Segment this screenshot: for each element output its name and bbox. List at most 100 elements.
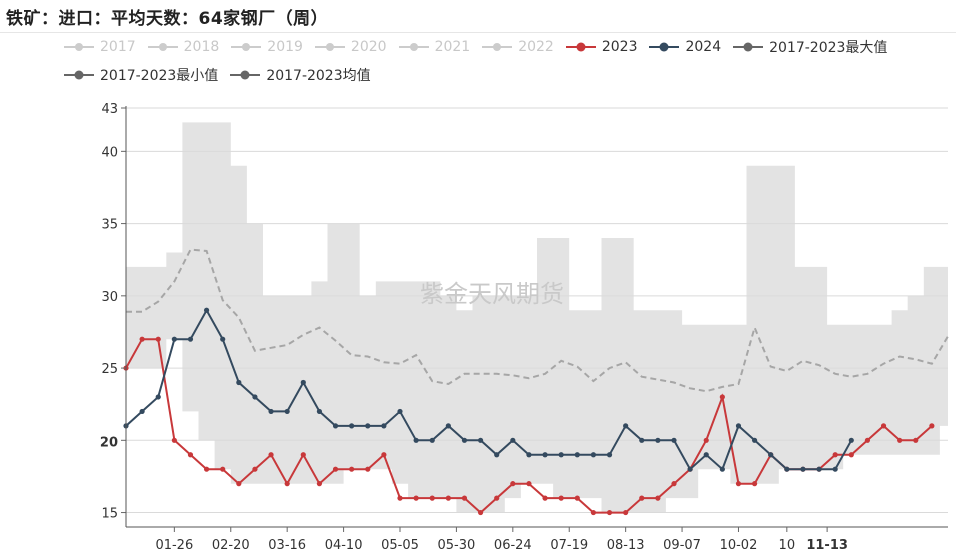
- series-2024-point[interactable]: [671, 437, 677, 443]
- series-2024-point[interactable]: [349, 423, 355, 429]
- legend-item-2021[interactable]: 2021: [398, 37, 470, 57]
- series-2024-point[interactable]: [171, 336, 177, 342]
- series-2023-point[interactable]: [897, 437, 903, 443]
- series-2024-point[interactable]: [220, 336, 226, 342]
- legend-item-2024[interactable]: 2024: [649, 37, 721, 57]
- series-2024-point[interactable]: [510, 437, 516, 443]
- series-2023-point[interactable]: [316, 481, 323, 487]
- series-2023-point[interactable]: [751, 481, 758, 487]
- series-2023-point[interactable]: [187, 452, 194, 458]
- series-2024-point[interactable]: [461, 437, 468, 443]
- series-2024-point[interactable]: [832, 466, 838, 472]
- series-2024-point[interactable]: [784, 466, 790, 472]
- series-2023-point[interactable]: [236, 481, 242, 487]
- series-2024-point[interactable]: [413, 437, 419, 443]
- series-2023-point[interactable]: [268, 452, 274, 458]
- series-2023-point[interactable]: [929, 423, 935, 429]
- series-2023-point[interactable]: [171, 437, 177, 443]
- series-2024-point[interactable]: [477, 437, 484, 443]
- series-2024-point[interactable]: [381, 423, 387, 429]
- series-2023-point[interactable]: [365, 466, 371, 472]
- series-2023-point[interactable]: [203, 466, 210, 472]
- series-2023-point[interactable]: [429, 495, 435, 501]
- series-2024-point[interactable]: [268, 408, 274, 415]
- series-2024-point[interactable]: [655, 437, 661, 443]
- series-2024-point[interactable]: [623, 423, 629, 429]
- series-2024-point[interactable]: [639, 437, 645, 443]
- series-2024-point[interactable]: [187, 336, 194, 342]
- legend-item-2018[interactable]: 2018: [147, 37, 219, 57]
- series-2023-point[interactable]: [155, 336, 161, 342]
- series-2023-point[interactable]: [510, 481, 516, 487]
- series-2024-point[interactable]: [316, 408, 323, 415]
- series-2023-point[interactable]: [864, 437, 871, 443]
- series-2023-point[interactable]: [671, 481, 677, 487]
- series-2024-point[interactable]: [526, 452, 532, 458]
- series-2023-point[interactable]: [252, 466, 258, 472]
- series-2023-point[interactable]: [558, 495, 564, 501]
- series-2024-point[interactable]: [590, 452, 597, 458]
- series-2024-point[interactable]: [429, 437, 435, 443]
- series-2023-point[interactable]: [832, 452, 838, 458]
- series-2024-point[interactable]: [687, 466, 693, 472]
- series-2023-point[interactable]: [300, 452, 306, 458]
- series-2024-point[interactable]: [365, 423, 371, 429]
- series-2023-point[interactable]: [477, 509, 484, 516]
- legend-item-min[interactable]: 2017-2023最小值: [64, 65, 218, 85]
- series-2023-point[interactable]: [445, 495, 451, 501]
- series-2024-point[interactable]: [445, 423, 451, 429]
- series-2024-point[interactable]: [139, 408, 145, 415]
- series-2023-point[interactable]: [703, 437, 709, 443]
- series-2023-point[interactable]: [461, 495, 468, 501]
- series-2023-point[interactable]: [413, 495, 419, 501]
- series-2023-point[interactable]: [574, 495, 580, 501]
- series-2024-point[interactable]: [816, 466, 822, 472]
- series-2024-point[interactable]: [203, 307, 210, 313]
- series-2024-point[interactable]: [719, 466, 725, 472]
- series-2023-point[interactable]: [397, 495, 403, 501]
- series-2023-point[interactable]: [735, 481, 742, 487]
- series-2023-point[interactable]: [220, 466, 226, 472]
- legend-item-2022[interactable]: 2022: [482, 37, 554, 57]
- series-2024-point[interactable]: [558, 452, 564, 458]
- series-2023-point[interactable]: [639, 495, 645, 501]
- series-2023-point[interactable]: [381, 452, 387, 458]
- series-2024-point[interactable]: [155, 394, 161, 400]
- series-2023-point[interactable]: [590, 509, 597, 516]
- series-2023-point[interactable]: [719, 394, 725, 400]
- series-2024-point[interactable]: [703, 452, 709, 458]
- legend-item-max[interactable]: 2017-2023最大值: [733, 37, 887, 57]
- series-2024-point[interactable]: [332, 423, 339, 429]
- series-2024-point[interactable]: [542, 452, 548, 458]
- series-2024-point[interactable]: [494, 452, 500, 458]
- series-2023-point[interactable]: [542, 495, 548, 501]
- series-2024-point[interactable]: [284, 408, 290, 415]
- series-2023-point[interactable]: [332, 466, 339, 472]
- series-2023-point[interactable]: [349, 466, 355, 472]
- series-2023-point[interactable]: [655, 495, 661, 501]
- series-2024-point[interactable]: [735, 423, 742, 429]
- series-2023-point[interactable]: [526, 481, 532, 487]
- series-2023-point[interactable]: [913, 437, 919, 443]
- legend-item-2017[interactable]: 2017: [64, 37, 136, 57]
- series-2024-point[interactable]: [236, 379, 242, 386]
- series-2024-point[interactable]: [574, 452, 580, 458]
- legend-item-2023[interactable]: 2023: [565, 37, 637, 57]
- series-2024-point[interactable]: [397, 408, 403, 415]
- legend-item-mean[interactable]: 2017-2023均值: [230, 65, 371, 85]
- series-2023-point[interactable]: [139, 336, 145, 342]
- series-2023-point[interactable]: [606, 509, 613, 516]
- series-2023-point[interactable]: [848, 452, 854, 458]
- series-2023-point[interactable]: [284, 481, 290, 487]
- legend-item-2019[interactable]: 2019: [231, 37, 303, 57]
- series-2023-point[interactable]: [880, 423, 887, 429]
- series-2024-point[interactable]: [800, 466, 806, 472]
- legend-item-2020[interactable]: 2020: [314, 37, 387, 57]
- series-2024-point[interactable]: [252, 394, 258, 400]
- series-2024-point[interactable]: [848, 437, 854, 443]
- series-2024-point[interactable]: [768, 452, 774, 458]
- series-2024-point[interactable]: [751, 437, 758, 443]
- series-2023-point[interactable]: [623, 509, 629, 516]
- series-2024-point[interactable]: [606, 452, 613, 458]
- series-2024-point[interactable]: [300, 379, 306, 386]
